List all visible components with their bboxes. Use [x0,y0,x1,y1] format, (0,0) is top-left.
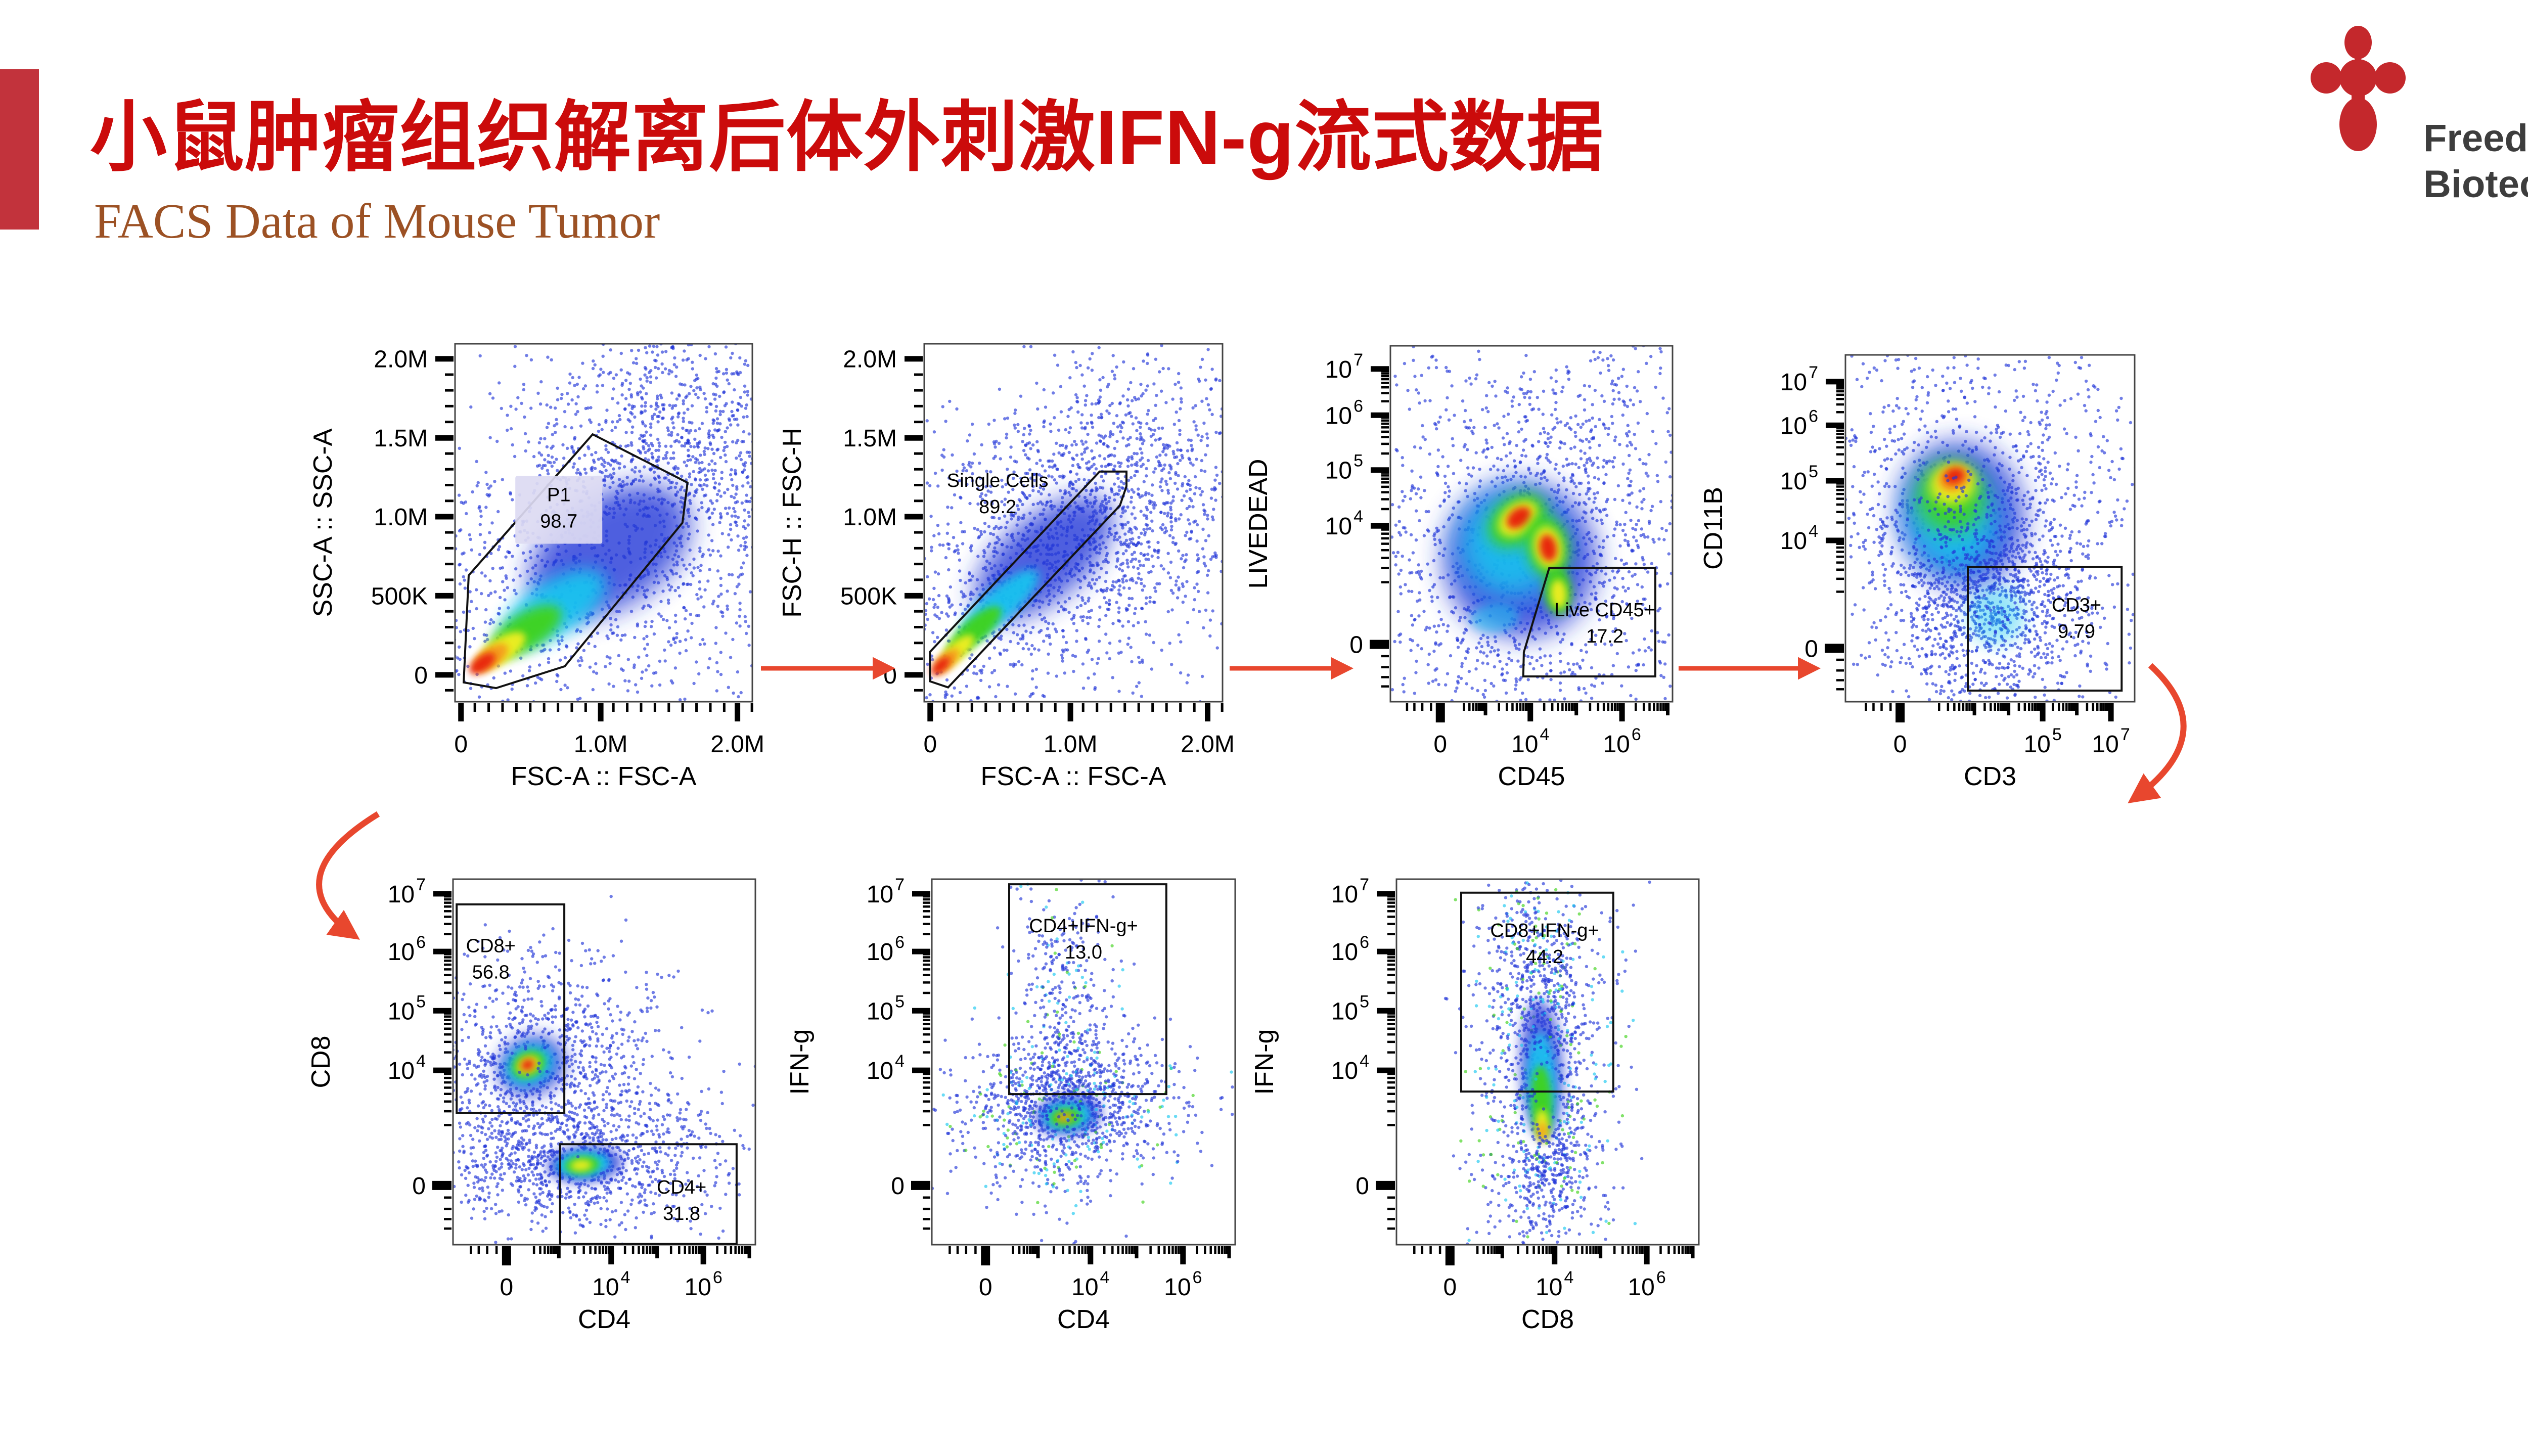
plot-livedead-cd45: 104 106 0 104 105 106 107 0 CD45 LIVEDEAD Live CD4… [1244,333,1695,826]
svg-text:500K: 500K [371,583,428,610]
svg-text:1.0M: 1.0M [574,731,628,758]
plot-ifng-cd4: 104 106 0 104 105 106 107 0 CD4 IFN-g CD4+IFN-g+ 13… [785,867,1258,1369]
svg-text:1.5M: 1.5M [374,425,428,452]
svg-text:2.0M: 2.0M [843,346,897,373]
accent-bar [0,69,39,230]
svg-text:1.0M: 1.0M [1044,731,1098,758]
svg-text:0: 0 [414,662,428,689]
plot-cd8-cd4: 104 106 0 104 105 106 107 0 CD4 CD8 CD8+ 56.8 CD4+ 31… [306,867,778,1369]
svg-text:1.0M: 1.0M [374,504,428,531]
svg-text:0: 0 [883,662,897,689]
slide-title: 小鼠肿瘤组织解离后体外刺激IFN-g流式数据 [90,95,1604,180]
plot-ssca-fsca: 0 1.0M 2.0M 2.0M 1.5M 1.0M 500K 0 FSC-A :: FSC-A… [308,331,775,826]
svg-text:98.7: 98.7 [540,511,577,532]
logo-line1: Freedom [2423,117,2528,160]
plot-fsch-fsca-singlets: 0 1.0M 2.0M 2.0M 1.5M 1.0M 500K 0 FSC-A :: FSC-A… [778,331,1245,826]
svg-text:0: 0 [923,731,937,758]
svg-text:2.0M: 2.0M [710,731,764,758]
logo-molecule-icon [2311,26,2406,151]
svg-text:1.0M: 1.0M [843,504,897,531]
plot-cd11b-cd3: 105 107 0 104 105 106 107 0 CD3 CD11B CD3+ 9.79 [1699,342,2157,826]
logo: Freedom Biotech [2308,20,2528,207]
slide-subtitle: FACS Data of Mouse Tumor [94,194,660,248]
svg-text:1.5M: 1.5M [843,425,897,452]
logo-line2: Biotech [2423,163,2528,206]
svg-text:2.0M: 2.0M [374,346,428,373]
plot-ifng-cd8: 104 106 0 104 105 106 107 0 CD8 IFN-g CD8+IFN-g+ 44… [1250,867,1722,1369]
svg-text:Single Cells: Single Cells [947,470,1049,491]
svg-text:89.2: 89.2 [979,496,1016,518]
svg-text:FSC-H :: FSC-H: FSC-H :: FSC-H [778,428,807,618]
svg-text:SSC-A :: SSC-A: SSC-A :: SSC-A [308,428,338,617]
svg-text:2.0M: 2.0M [1181,731,1235,758]
svg-text:FSC-A :: FSC-A: FSC-A :: FSC-A [981,762,1166,791]
logo-text: Freedom Biotech [2423,115,2528,207]
svg-text:P1: P1 [547,485,570,506]
svg-text:0: 0 [454,731,468,758]
svg-text:FSC-A :: FSC-A: FSC-A :: FSC-A [511,762,697,791]
svg-text:500K: 500K [840,583,897,610]
